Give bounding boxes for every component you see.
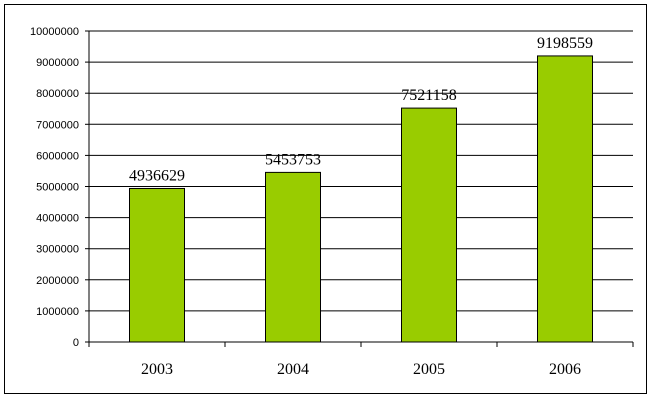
x-category-label-2003: 2003 (141, 361, 173, 378)
bar-2003 (129, 187, 185, 343)
y-tick-label: 2000000 (36, 275, 79, 287)
y-tick-label: 1000000 (36, 306, 79, 318)
y-tick-label: 9000000 (36, 57, 79, 69)
y-tick-label: 7000000 (36, 119, 79, 131)
data-label-2005: 7521158 (401, 87, 456, 104)
y-tick-label: 10000000 (30, 26, 79, 38)
bar-2004 (265, 171, 321, 343)
y-tick-label: 8000000 (36, 88, 79, 100)
x-category-label-2004: 2004 (277, 361, 309, 378)
y-tick-label: 3000000 (36, 244, 79, 256)
y-tick-label: 4000000 (36, 213, 79, 225)
data-label-2003: 4936629 (129, 167, 185, 184)
y-tick-label: 6000000 (36, 150, 79, 162)
x-category-label-2005: 2005 (413, 361, 445, 378)
bar-2005 (401, 107, 457, 343)
data-label-2004: 5453753 (265, 151, 321, 168)
bar-2006 (537, 55, 593, 343)
data-label-2006: 9198559 (537, 35, 593, 52)
y-tick-label: 5000000 (36, 182, 79, 194)
x-category-label-2006: 2006 (549, 361, 581, 378)
y-tick-label: 0 (73, 337, 79, 349)
